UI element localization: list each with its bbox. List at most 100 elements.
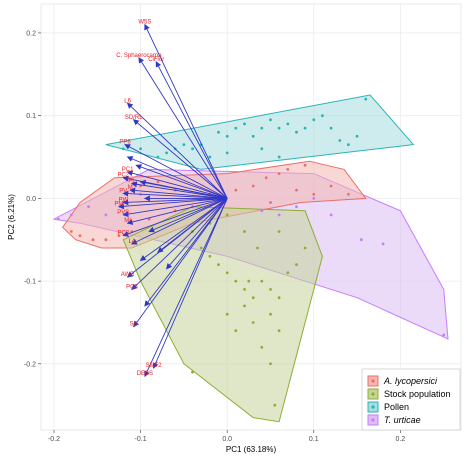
y-tick-label: -0.2	[24, 361, 36, 368]
loading-label: AWR	[121, 272, 135, 278]
data-point-series-2	[208, 155, 212, 159]
loading-arrow	[122, 197, 228, 218]
data-point-series-1	[273, 403, 277, 407]
data-point-series-1	[260, 279, 264, 283]
data-point-series-0	[303, 163, 307, 167]
loading-label: PL	[128, 179, 136, 185]
loading-arrow	[126, 156, 228, 199]
data-point-series-1	[234, 279, 238, 283]
loading-label: PC2	[117, 173, 129, 179]
data-point-series-0	[312, 192, 316, 196]
data-point-series-3	[260, 209, 264, 213]
data-point-series-2	[347, 143, 350, 147]
data-point-series-2	[303, 126, 307, 130]
legend-dot-0	[371, 379, 375, 383]
loading-arrow	[122, 197, 228, 206]
loading-arrow	[131, 198, 228, 291]
data-point-series-1	[225, 312, 229, 316]
data-point-series-0	[91, 238, 95, 242]
axis-ticks: -0.2 -0.1 0.0 0.1 0.2 0.2 0.1 0.0 -0.1 -0.2	[24, 30, 405, 443]
legend-label-1: Stock population	[384, 389, 451, 399]
loading-arrow	[130, 181, 228, 199]
data-point-series-0	[269, 201, 272, 204]
data-point-series-1	[277, 230, 281, 233]
loading-arrow	[130, 197, 228, 245]
loading-arrow	[126, 197, 228, 225]
loading-label: SC	[130, 322, 139, 328]
legend-dot-2	[371, 405, 375, 409]
loading-arrow	[135, 164, 228, 199]
data-point-series-2	[364, 97, 368, 101]
group-points	[56, 97, 446, 407]
data-point-series-1	[286, 271, 290, 275]
loading-label: PM	[114, 202, 123, 208]
x-tick-label: 0.1	[309, 436, 319, 443]
data-point-series-0	[264, 176, 268, 180]
data-point-series-1	[234, 329, 238, 333]
data-point-series-2	[312, 118, 316, 122]
data-point-series-1	[277, 329, 281, 333]
legend-label-3: T. urticae	[384, 415, 421, 425]
loading-arrow	[165, 198, 228, 270]
legend-label-2: Pollen	[384, 402, 409, 412]
data-point-series-3	[360, 238, 363, 242]
loading-arrow	[129, 187, 228, 199]
data-point-series-3	[381, 242, 385, 246]
data-point-series-3	[329, 213, 333, 217]
data-point-series-2	[329, 126, 333, 130]
data-point-series-3	[312, 197, 316, 200]
data-point-series-0	[251, 184, 255, 188]
data-point-series-2	[277, 126, 281, 130]
loading-arrows	[117, 23, 228, 378]
y-tick-label: 0.0	[26, 196, 36, 203]
data-point-series-0	[329, 184, 333, 188]
y-tick-label: 0.1	[26, 113, 36, 120]
data-point-series-1	[303, 246, 307, 250]
data-point-series-2	[251, 134, 255, 138]
data-point-series-2	[182, 143, 186, 147]
loading-label: L4	[129, 239, 136, 245]
data-point-series-2	[225, 151, 229, 155]
loading-label: L6	[124, 98, 131, 104]
data-point-series-1	[191, 370, 194, 374]
data-point-series-2	[295, 130, 298, 134]
data-point-series-3	[69, 213, 73, 217]
data-point-series-2	[156, 155, 160, 159]
loading-label: MI	[124, 218, 131, 224]
loading-arrow	[126, 102, 228, 199]
data-point-series-1	[225, 213, 229, 217]
loading-arrow	[148, 197, 228, 233]
data-point-series-1	[256, 246, 259, 250]
data-point-series-3	[87, 205, 90, 209]
loading-arrow	[155, 61, 228, 199]
loading-arrow	[126, 198, 228, 278]
data-point-series-2	[321, 114, 324, 118]
loading-label: CiFlor	[148, 57, 164, 63]
x-tick-label: -0.2	[48, 436, 60, 443]
loading-arrow	[144, 198, 228, 378]
data-point-series-1	[225, 271, 229, 275]
loading-arrow	[144, 198, 228, 307]
data-point-series-1	[243, 230, 246, 233]
loading-label: C. Sphaerocarpa	[116, 53, 162, 59]
data-point-series-3	[56, 217, 60, 221]
hull-series-2	[105, 94, 415, 170]
data-point-series-1	[208, 254, 212, 258]
data-point-series-0	[234, 188, 238, 192]
loading-label: SD/RL	[125, 115, 143, 121]
data-point-series-1	[269, 312, 272, 316]
data-point-series-1	[247, 279, 251, 283]
data-point-series-1	[251, 296, 255, 300]
data-point-series-2	[260, 147, 264, 151]
loading-label: SMT2	[146, 363, 163, 369]
loading-label: PV	[119, 188, 127, 194]
loading-label: PC5	[126, 284, 138, 290]
y-tick-label: -0.1	[24, 279, 36, 286]
data-point-series-2	[217, 130, 220, 134]
loading-arrow	[122, 190, 228, 199]
data-point-series-1	[269, 362, 272, 366]
loading-label: M	[128, 185, 133, 191]
loading-arrow	[124, 144, 228, 199]
